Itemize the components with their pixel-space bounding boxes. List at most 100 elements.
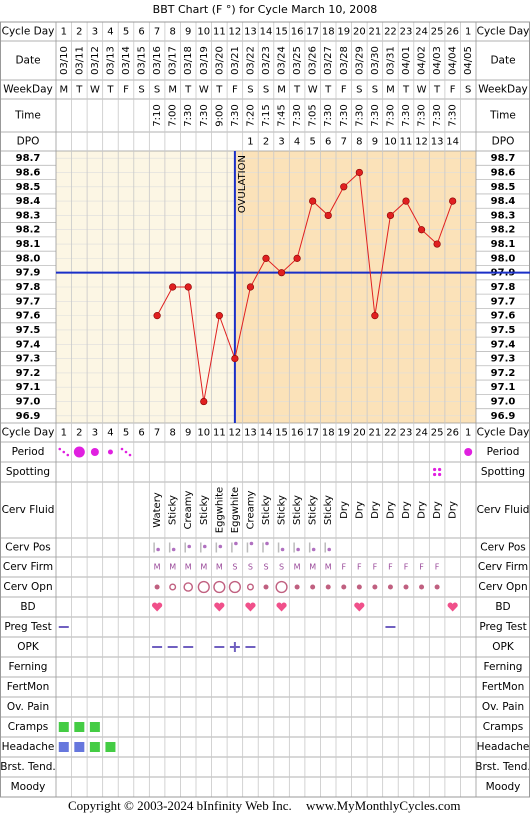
cerv-firm: F [341,563,346,572]
chart-title: BBT Chart (F °) for Cycle March 10, 2008 [153,3,378,16]
y-tick-label: 98.1 [16,239,41,250]
copyright: Copyright © 2003-2024 bInfinity Web Inc. [68,798,292,813]
row-label: Ov. Pain [7,701,49,713]
cycle-day: 16 [291,428,304,439]
weekday: T [75,85,83,96]
spotting-icon [438,472,442,477]
date: 03/12 [90,46,101,75]
cerv-opn-icon [169,583,177,591]
cerv-firm: F [435,563,440,572]
cycle-day: 20 [353,428,366,439]
row-label: Ferning [9,661,48,673]
cerv-fluid: Eggwhite [230,487,241,533]
row-label: WeekDay [478,84,528,96]
cycle-day: 22 [384,428,397,439]
row-label: Cerv Opn [478,581,527,593]
weekday: S [263,85,269,96]
cycle-day: 20 [353,27,366,38]
time: 7:15 [261,104,272,126]
cycle-day: 25 [431,27,444,38]
symptom-icon [58,742,69,752]
weekday: F [341,85,347,96]
cerv-opn-icon [387,584,393,590]
cycle-day: 1 [465,27,471,38]
weekday: S [138,85,144,96]
row-label: BD [20,601,35,613]
y-tick-label: 97.6 [491,311,516,322]
weekday: T [106,85,114,96]
y-tick-label: 98.7 [491,153,516,164]
cerv-fluid: Eggwhite [214,487,225,533]
cerv-opn-icon [183,582,194,592]
date: 03/29 [354,46,365,75]
cycle-day: 15 [275,428,288,439]
bd-icon [245,602,256,612]
temperature-point [340,183,348,191]
temperature-point [433,240,441,248]
cerv-pos-icon [296,547,300,552]
weekday: S [247,85,253,96]
row-label: Cerv Firm [3,561,53,573]
y-tick-label: 97.4 [491,339,516,350]
y-tick-label: 97.7 [16,296,41,307]
row-label: WeekDay [3,84,53,96]
cycle-day: 5 [123,428,129,439]
date: 04/01 [401,46,412,75]
symptom-icon [89,722,100,732]
y-tick-label: 98.5 [16,182,41,193]
time: 7:30 [292,104,303,126]
period-icon [124,450,128,454]
bd-icon [214,602,225,612]
cerv-fluid: Dry [370,501,381,519]
cerv-opn-icon [403,584,409,590]
row-label: DPO [492,136,515,148]
dpo: 8 [356,137,362,148]
date: 03/23 [261,46,272,75]
cerv-pos-icon [234,541,238,546]
cycle-day: 21 [369,27,382,38]
period-icon [66,453,70,457]
cerv-opn-icon [263,584,269,590]
cycle-day: 15 [275,27,288,38]
cerv-firm: S [232,563,237,572]
period-icon [128,453,132,457]
temperature-point [262,254,270,262]
period-icon [58,447,62,451]
y-tick-label: 97.8 [16,282,41,293]
cycle-day: 2 [76,27,82,38]
dpo: 11 [400,137,413,148]
row-label: Cerv Firm [478,561,528,573]
row-label: Spotting [6,466,50,478]
symptom-icon [58,722,69,732]
weekday: S [356,85,362,96]
bd-icon [354,602,365,612]
symptom-icon [74,722,85,732]
cycle-day: 23 [400,27,413,38]
weekday: F [450,85,456,96]
weekday: W [199,85,209,96]
y-tick-label: 96.9 [491,411,516,422]
row-label: Cycle Day [477,26,530,38]
cycle-day: 12 [229,428,242,439]
cycle-day: 5 [123,27,129,38]
cerv-fluid: Sticky [292,495,303,525]
cerv-pos-icon [249,541,254,546]
weekday: W [417,85,427,96]
row-label: Cerv Fluid [2,504,55,516]
date: 03/15 [137,46,148,75]
dpo: 3 [278,137,284,148]
dpo: 12 [415,137,428,148]
cycle-day: 19 [337,428,350,439]
cycle-day: 26 [446,428,459,439]
date: 03/10 [59,46,70,75]
cycle-day: 10 [197,27,210,38]
weekday: S [465,85,471,96]
cycle-day: 16 [291,27,304,38]
time: 7:30 [417,104,428,126]
weekday: T [293,85,301,96]
bd-icon [276,602,287,612]
cerv-fluid: Dry [354,501,365,519]
cycle-day: 17 [306,428,319,439]
cycle-day: 7 [154,428,160,439]
cerv-firm: F [373,563,378,572]
